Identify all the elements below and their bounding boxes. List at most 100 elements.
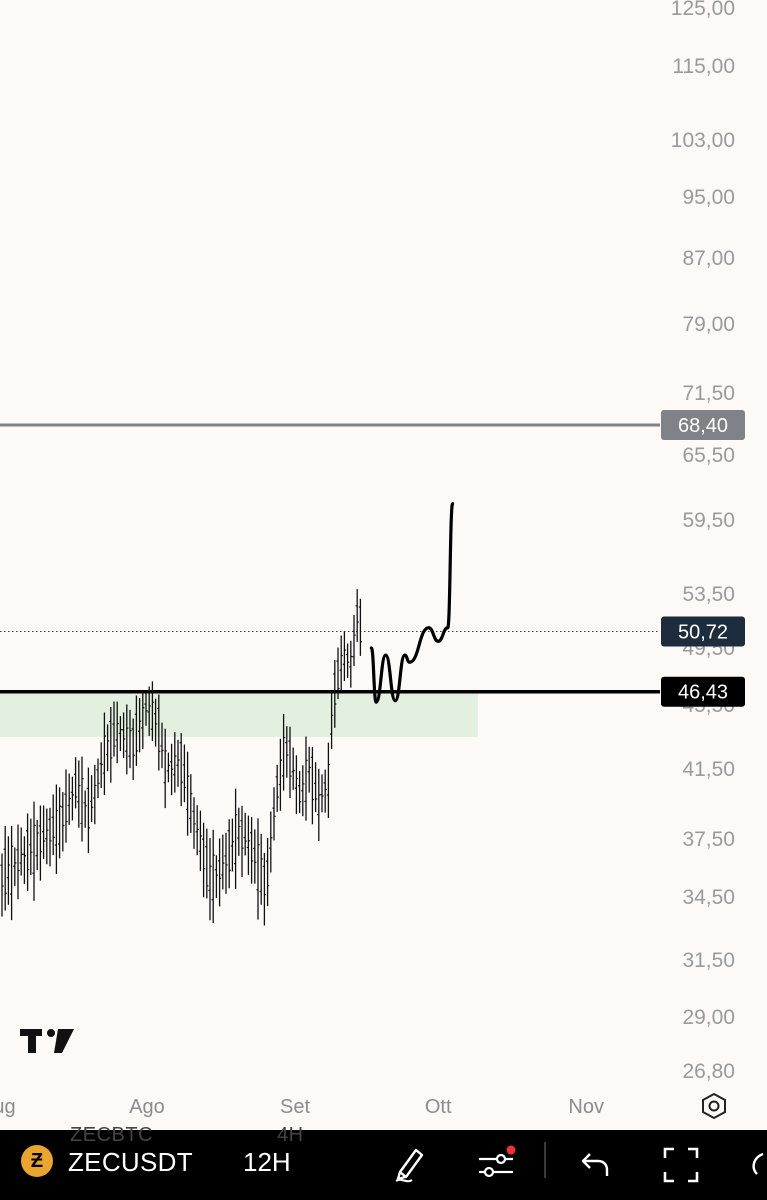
price-tag-1: 50,72 [661,616,745,647]
price-bar [0,853,4,917]
price-bar [74,757,78,809]
support-zone [0,691,478,737]
price-bar [13,847,17,886]
price-bar [272,787,276,841]
price-bar [160,722,164,769]
svg-text:46,43: 46,43 [678,682,728,704]
price-bar [234,788,238,890]
price-bar [205,828,209,899]
x-tick-label: Ago [129,1096,165,1118]
undo-icon[interactable] [578,1144,614,1184]
y-tick-label: 87,00 [682,247,735,270]
y-tick-label: 79,00 [682,313,735,336]
fullscreen-icon[interactable] [660,1144,702,1186]
price-bar [182,744,186,803]
price-bar [333,660,337,728]
price-bar [269,811,273,873]
indicators-sliders-icon[interactable] [475,1144,519,1184]
price-bar [358,598,362,656]
price-bar [211,829,215,923]
price-bar [170,743,174,796]
price-bar [339,635,343,691]
price-bar [186,751,190,836]
y-tick-label: 65,50 [682,444,735,467]
price-bar [35,819,39,871]
settings-hexagon-icon[interactable] [700,1092,728,1120]
price-bar [10,825,14,921]
y-tick-label: 103,00 [671,129,735,152]
svg-text:50,72: 50,72 [678,622,728,644]
chart-area[interactable]: 125,00 115,00 103,00 95,00 87,00 79,00 71,50 65… [0,0,767,1130]
price-bar [179,733,183,807]
x-tick-label: Ott [425,1096,452,1118]
price-tag-2: 46,43 [661,676,745,707]
price-bar [99,742,103,788]
price-bar [83,790,87,828]
price-bar [93,764,97,825]
price-bar [48,807,52,867]
price-bar [352,614,356,667]
price-bar [266,837,270,906]
price-bar [288,726,292,799]
toolbar-divider [544,1142,546,1178]
price-bar [77,760,81,828]
price-bar [45,808,49,865]
x-tick-label: Nov [568,1096,604,1118]
price-bar [67,773,71,825]
price-bar [355,589,359,642]
price-bar [64,769,68,843]
price-bar [246,815,250,875]
y-tick-label: 41,50 [682,758,735,781]
price-bar [304,736,308,821]
price-bar [259,833,263,905]
price-bar [346,643,350,678]
price-bar [58,787,62,859]
price-bar [6,836,10,905]
price-bar [16,824,20,900]
y-tick-label: 37,50 [682,828,735,851]
price-bar [147,686,151,736]
price-bar [51,794,55,856]
price-bar [250,817,254,884]
price-bar [176,739,180,787]
price-bar [330,693,334,750]
price-bar [189,774,193,833]
y-tick-label: 26,80 [682,1060,735,1083]
price-bar [141,690,145,750]
price-bar [307,746,311,793]
price-bar [342,631,346,682]
symbol-button[interactable]: ZECUSDT [68,1147,193,1177]
bottom-toolbar: ZECBTC 4H Ƶ ZECUSDT 12H [0,1124,767,1200]
price-bar [198,810,202,872]
price-bar [317,768,321,842]
price-bar [144,693,148,726]
price-bar [42,805,46,860]
price-bar [221,834,225,890]
price-bar [70,776,74,821]
price-bar [125,704,129,775]
price-bar [86,767,90,854]
more-icon[interactable] [745,1144,767,1184]
price-bar [262,852,266,926]
price-bar [208,838,212,921]
price-bar [32,801,36,901]
price-bar [195,805,199,856]
price-bar [150,681,154,742]
price-bar [326,742,330,818]
drawing-pen-icon[interactable] [390,1144,430,1184]
price-bar [275,764,279,812]
price-bar [202,822,206,898]
svg-text:68,40: 68,40 [678,415,728,437]
price-bar [131,718,135,781]
interval-button[interactable]: 12H [243,1147,291,1177]
price-bar [243,812,247,856]
price-bar [224,832,228,894]
price-bar [26,813,30,891]
price-chart[interactable]: 125,00 115,00 103,00 95,00 87,00 79,00 71,50 65… [0,0,767,1130]
price-bar [218,838,222,907]
price-bar [128,709,132,769]
price-bar [227,819,231,889]
price-bar [323,769,327,813]
hand-drawn-projection[interactable] [369,502,455,704]
zcash-coin-icon[interactable]: Ƶ [21,1145,53,1177]
